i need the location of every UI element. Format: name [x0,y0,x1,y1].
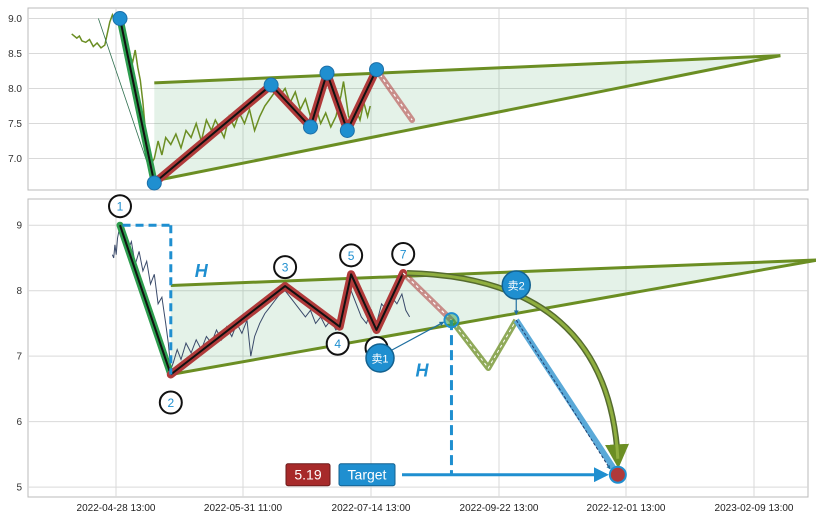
pivot-label-7: 7 [400,248,407,262]
overview-zigzag-line [153,69,378,184]
detail-target-line-fill [513,318,621,477]
pivot-label-circle [339,243,364,268]
pivot-label-circle [391,242,416,267]
detail-xtick: 2022-12-01 13:00 [587,503,666,514]
overview-pivot-marker [369,62,385,78]
target-value-text: 5.19 [294,467,321,483]
detail-panel: 5 6 7 8 9 2022-04-28 13:00 2022-05-31 11:00 202… [16,194,816,514]
detail-curve-arrow [406,271,620,459]
detail-ytick: 9 [16,221,22,232]
overview-lower-trendline [154,54,781,183]
detail-first-leg-line [119,224,172,375]
detail-ytick: 5 [16,483,22,494]
overview-projection-dash [376,69,413,121]
overview-pivot-marker [146,175,162,191]
pivot-label-5: 5 [348,249,355,263]
pivot-label-4: 4 [334,337,341,351]
sell1-pointer [391,321,445,351]
detail-zigzag-line [170,272,405,376]
detail-ytick: 6 [16,417,22,428]
detail-projection-dash [402,272,452,321]
detail-xtick: 2022-07-14 13:00 [332,503,411,514]
sell2-marker [501,270,531,300]
overview-ytick: 9.0 [8,14,22,25]
overview-upper-trendline [154,54,781,85]
overview-pivot-marker [339,123,355,138]
overview-panel: 7.0 7.5 8.0 8.5 9.0 [8,7,809,191]
pivot-label-circle [158,390,183,415]
sell1-marker [365,343,395,373]
detail-height-label-right: H [415,360,429,380]
detail-xtick: 2023-02-09 13:00 [715,503,794,514]
sell2-label: 卖2 [508,280,525,293]
overview-first-leg-line [119,18,156,184]
detail-price-line [111,223,411,370]
pivot-label-circle [325,331,350,356]
detail-breakdown-marker [443,312,460,329]
overview-ytick: 7.0 [8,154,22,165]
overview-frame [27,7,809,191]
overview-pivot-marker [112,11,128,26]
detail-ytick: 7 [16,352,22,363]
pivot-label-1: 1 [117,200,124,214]
overview-pivot-marker [319,65,335,81]
target-label-box [338,463,396,487]
detail-xtick: 2022-04-28 13:00 [77,503,156,514]
target-label-text: Target [348,467,387,483]
detail-height-label-left: H [195,261,209,281]
sell1-label: 卖1 [371,353,388,366]
overview-arrow-line [98,18,152,174]
detail-frame [27,198,809,498]
detail-ytick: 8 [16,286,22,297]
overview-ytick: 8.5 [8,49,22,60]
overview-ytick: 8.0 [8,84,22,95]
overview-pivot-marker [303,119,318,135]
target-value-box [285,463,331,487]
detail-target-line-dash [515,319,611,470]
pivot-label-3: 3 [282,261,289,275]
detail-xtick: 2022-05-31 11:00 [204,503,283,514]
overview-ytick: 7.5 [8,119,22,130]
pivot-label-circle [108,194,132,219]
pivot-label-2: 2 [167,396,174,410]
detail-retest-zigzag-dash [451,319,517,369]
detail-xtick: 2022-09-22 13:00 [460,503,539,514]
overview-pivot-marker [263,77,279,93]
detail-upper-trendline [170,258,816,287]
detail-lower-trendline [170,258,816,376]
pivot-label-circle [273,255,298,280]
detail-target-marker [608,465,627,484]
